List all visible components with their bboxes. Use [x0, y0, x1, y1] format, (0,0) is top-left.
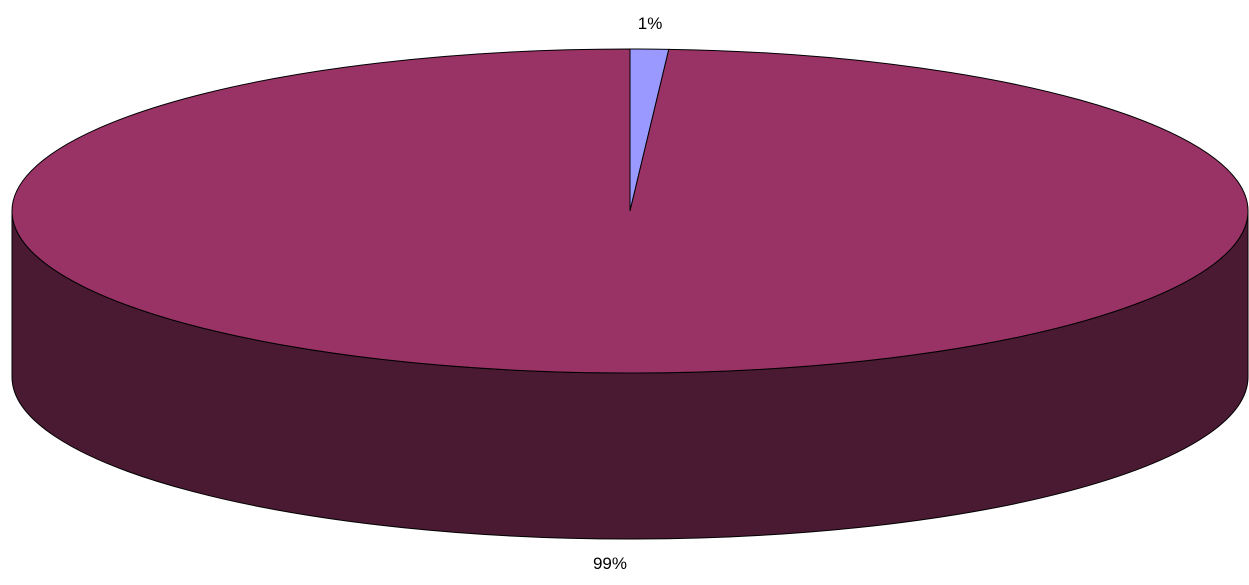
pie-top-slices — [11, 48, 1249, 374]
data-label-1: 1% — [638, 14, 663, 33]
pie-slice-2 — [11, 48, 1249, 374]
data-label-2: 99% — [593, 554, 627, 573]
pie-data-labels: 1% 99% — [593, 14, 662, 573]
